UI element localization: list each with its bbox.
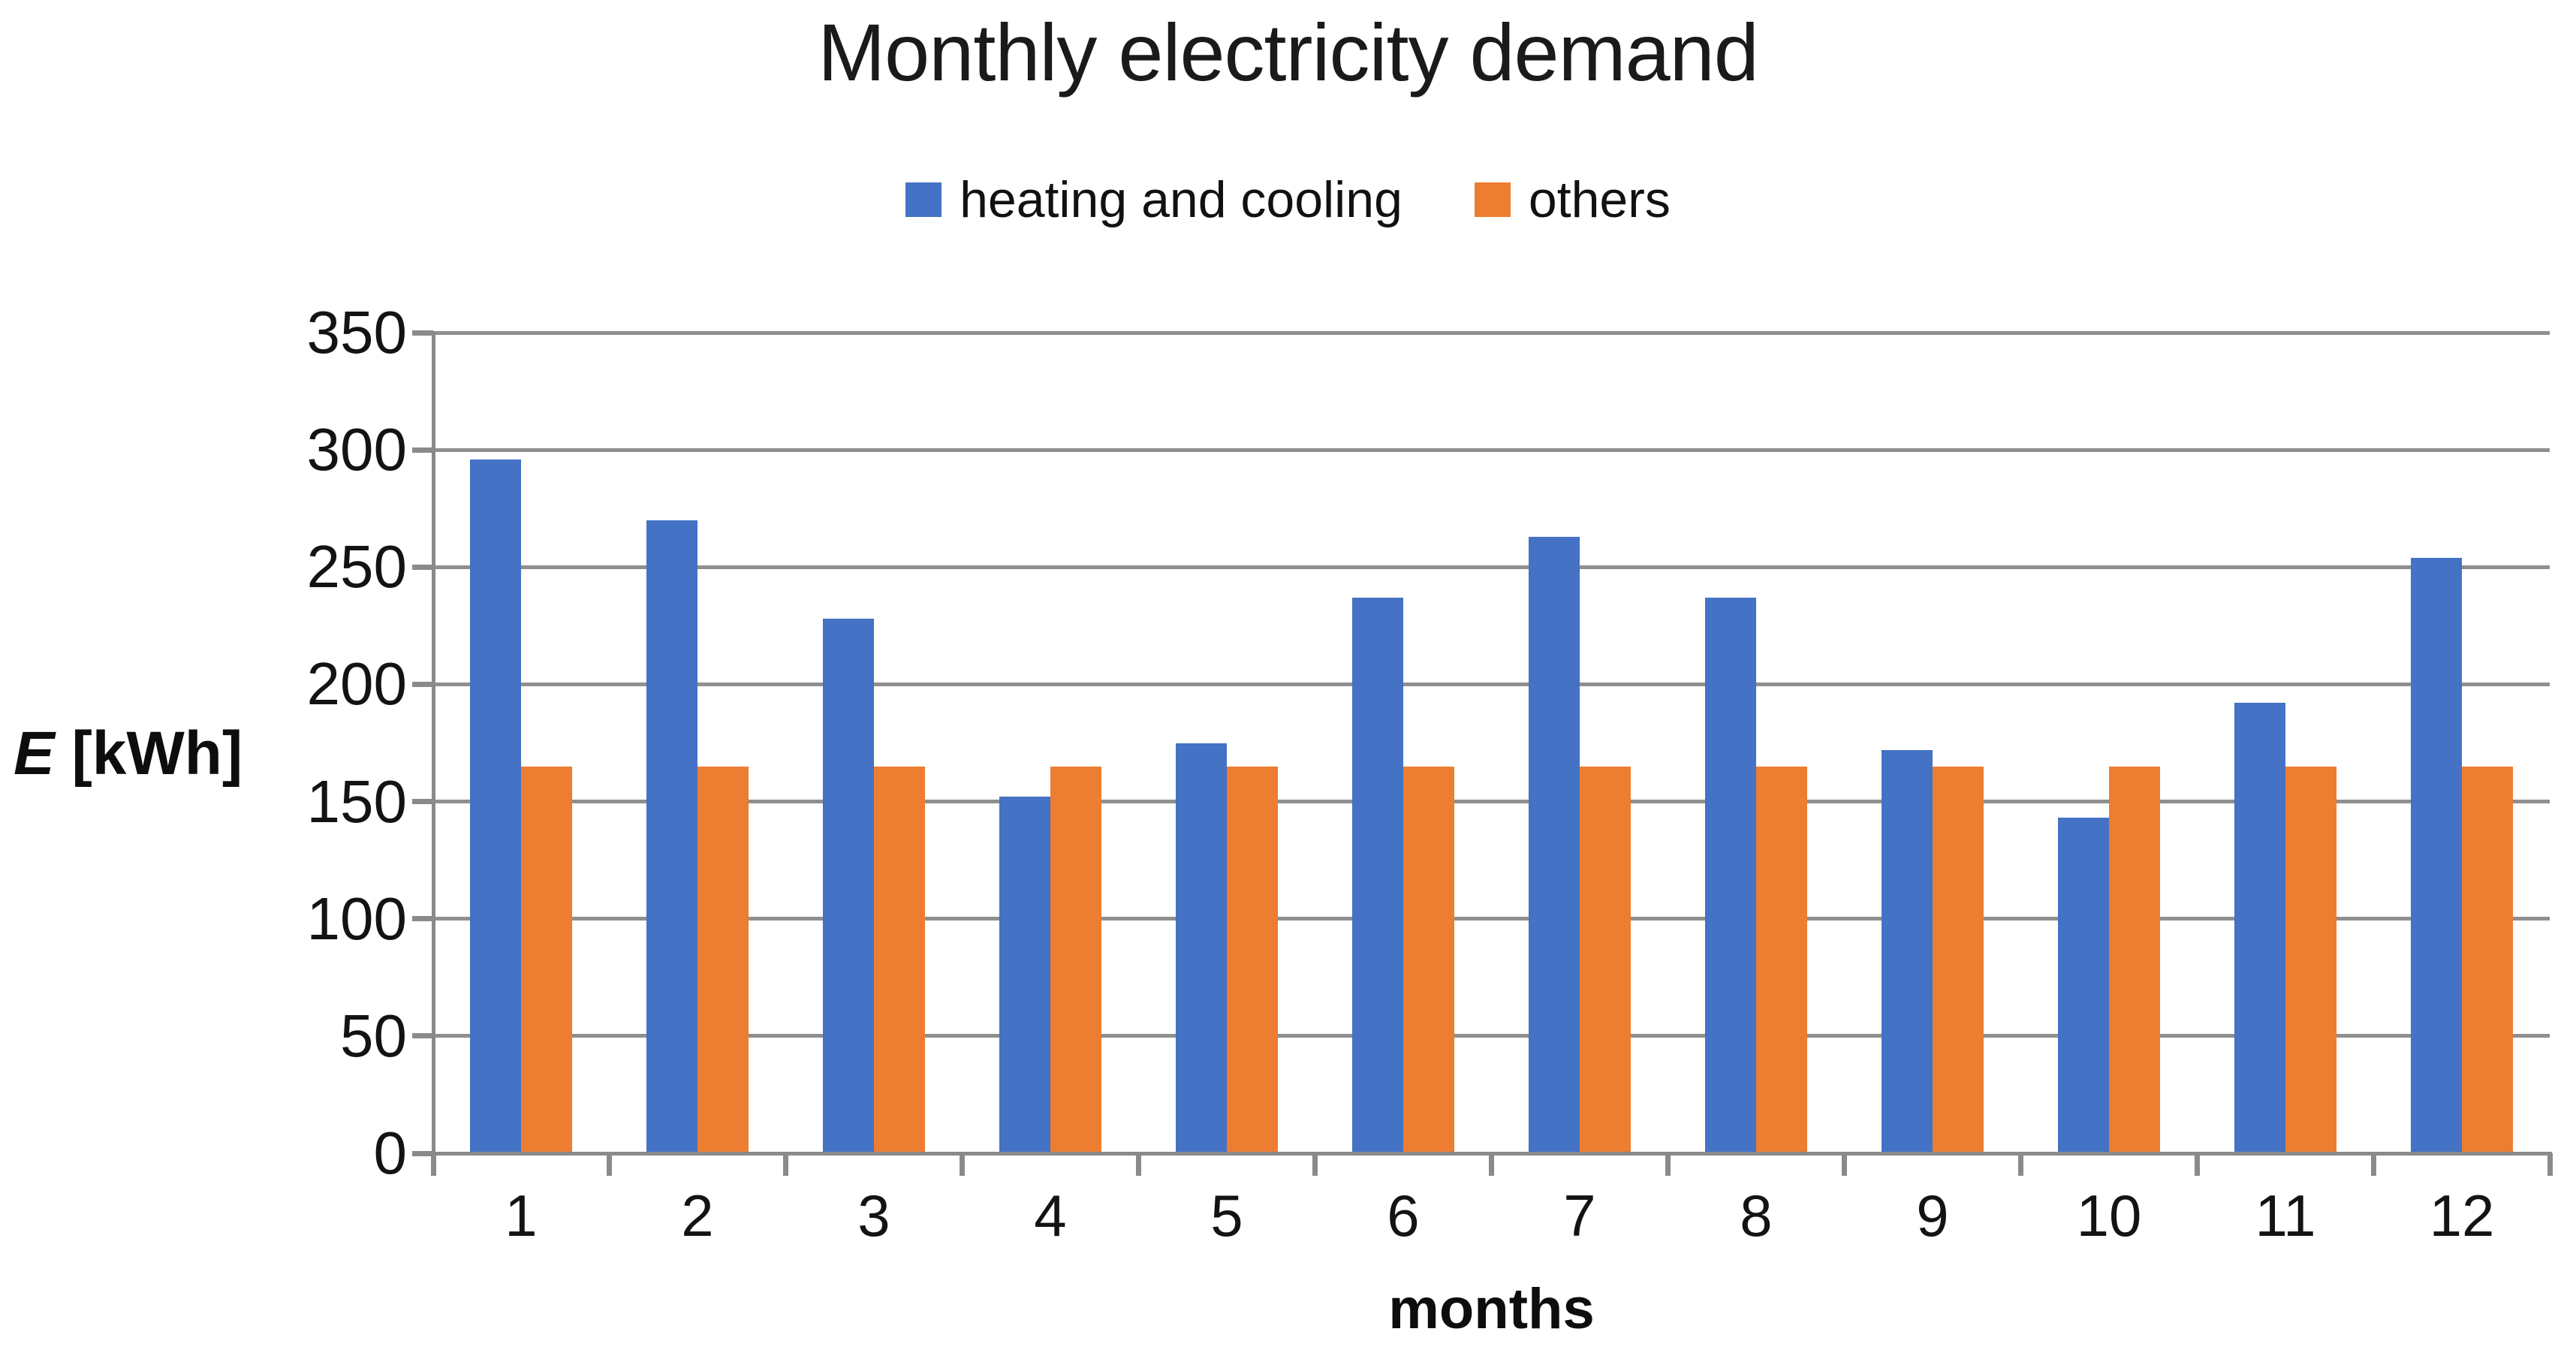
x-tick-1 bbox=[607, 1153, 612, 1176]
legend-item-1: others bbox=[1474, 170, 1671, 230]
bar-heating-and-cooling-month-8 bbox=[1705, 598, 1756, 1153]
bar-heating-and-cooling-month-11 bbox=[2234, 703, 2285, 1153]
y-axis-line bbox=[432, 331, 435, 1156]
y-tick-0 bbox=[412, 1151, 433, 1156]
y-tick-label-250: 250 bbox=[306, 533, 407, 600]
bar-heating-and-cooling-month-5 bbox=[1176, 743, 1227, 1154]
legend-swatch-icon bbox=[1474, 182, 1511, 217]
bar-others-month-9 bbox=[1933, 767, 1984, 1153]
x-tick-4 bbox=[1136, 1153, 1141, 1176]
y-tick-250 bbox=[412, 565, 433, 570]
bar-heating-and-cooling-month-1 bbox=[470, 460, 521, 1153]
bar-others-month-2 bbox=[697, 767, 749, 1153]
bar-heating-and-cooling-month-10 bbox=[2058, 818, 2109, 1153]
bar-others-month-7 bbox=[1580, 767, 1631, 1153]
legend-label: others bbox=[1528, 171, 1671, 228]
y-tick-label-300: 300 bbox=[306, 416, 407, 483]
bar-others-month-10 bbox=[2109, 767, 2160, 1153]
x-tick-label-12: 12 bbox=[2429, 1183, 2495, 1249]
y-tick-200 bbox=[412, 682, 433, 687]
bar-heating-and-cooling-month-4 bbox=[999, 797, 1050, 1153]
bar-others-month-5 bbox=[1227, 767, 1278, 1153]
bar-heating-and-cooling-month-9 bbox=[1882, 750, 1933, 1153]
x-tick-5 bbox=[1312, 1153, 1318, 1176]
x-tick-label-8: 8 bbox=[1740, 1183, 1773, 1249]
x-tick-label-10: 10 bbox=[2076, 1183, 2142, 1249]
bar-others-month-3 bbox=[874, 767, 925, 1153]
bar-heating-and-cooling-month-12 bbox=[2411, 558, 2462, 1153]
y-tick-100 bbox=[412, 916, 433, 921]
bar-others-month-4 bbox=[1050, 767, 1101, 1153]
x-tick-9 bbox=[2018, 1153, 2023, 1176]
x-tick-6 bbox=[1489, 1153, 1494, 1176]
y-tick-label-100: 100 bbox=[306, 885, 407, 952]
gridline-200 bbox=[433, 682, 2550, 686]
y-tick-label-50: 50 bbox=[340, 1002, 407, 1069]
legend: heating and cooling others bbox=[0, 168, 2576, 231]
legend-swatch-icon bbox=[905, 182, 942, 217]
bar-others-month-6 bbox=[1403, 767, 1454, 1153]
x-axis-title: months bbox=[1388, 1277, 1595, 1341]
x-tick-label-2: 2 bbox=[681, 1183, 714, 1249]
gridline-50 bbox=[433, 1034, 2550, 1038]
y-tick-350 bbox=[412, 330, 433, 336]
x-tick-11 bbox=[2371, 1153, 2376, 1176]
x-tick-12 bbox=[2547, 1153, 2553, 1176]
x-tick-label-3: 3 bbox=[857, 1183, 890, 1249]
y-axis-unit: [kWh] bbox=[54, 719, 243, 788]
bar-others-month-12 bbox=[2462, 767, 2513, 1153]
x-tick-label-6: 6 bbox=[1387, 1183, 1420, 1249]
x-tick-label-11: 11 bbox=[2255, 1183, 2316, 1249]
bar-others-month-8 bbox=[1756, 767, 1807, 1153]
gridline-300 bbox=[433, 448, 2550, 452]
y-axis-symbol: E bbox=[14, 719, 55, 788]
bar-heating-and-cooling-month-7 bbox=[1529, 537, 1580, 1153]
legend-item-0: heating and cooling bbox=[905, 170, 1402, 230]
gridline-250 bbox=[433, 565, 2550, 569]
gridline-100 bbox=[433, 917, 2550, 921]
x-tick-label-7: 7 bbox=[1563, 1183, 1596, 1249]
x-tick-label-1: 1 bbox=[505, 1183, 538, 1249]
y-tick-label-200: 200 bbox=[306, 650, 407, 717]
x-tick-label-5: 5 bbox=[1210, 1183, 1243, 1249]
x-tick-7 bbox=[1665, 1153, 1671, 1176]
chart-title: Monthly electricity demand bbox=[818, 7, 1759, 98]
gridline-350 bbox=[433, 331, 2550, 335]
x-tick-label-4: 4 bbox=[1034, 1183, 1067, 1249]
y-tick-150 bbox=[412, 799, 433, 804]
x-tick-10 bbox=[2195, 1153, 2200, 1176]
bar-others-month-11 bbox=[2285, 767, 2336, 1153]
y-tick-label-0: 0 bbox=[373, 1119, 408, 1186]
x-tick-3 bbox=[960, 1153, 965, 1176]
y-tick-label-150: 150 bbox=[306, 768, 407, 835]
y-tick-label-350: 350 bbox=[306, 299, 407, 366]
x-tick-0 bbox=[431, 1153, 436, 1176]
bar-heating-and-cooling-month-6 bbox=[1352, 598, 1403, 1153]
bar-others-month-1 bbox=[521, 767, 572, 1153]
bar-heating-and-cooling-month-2 bbox=[646, 520, 697, 1153]
y-axis-title: E [kWh] bbox=[14, 715, 243, 793]
x-tick-2 bbox=[783, 1153, 788, 1176]
y-tick-300 bbox=[412, 447, 433, 453]
x-tick-label-9: 9 bbox=[1916, 1183, 1949, 1249]
y-tick-50 bbox=[412, 1033, 433, 1038]
legend-label: heating and cooling bbox=[960, 171, 1402, 228]
x-tick-8 bbox=[1842, 1153, 1847, 1176]
gridline-150 bbox=[433, 800, 2550, 803]
bar-heating-and-cooling-month-3 bbox=[823, 619, 874, 1153]
